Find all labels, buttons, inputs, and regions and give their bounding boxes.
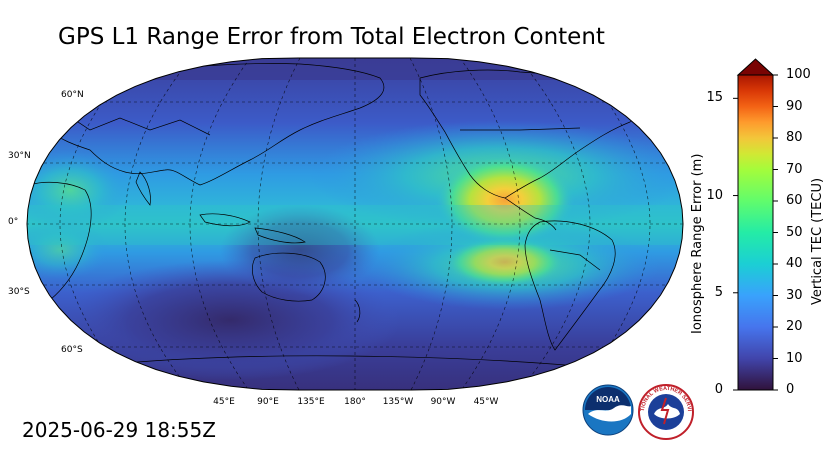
lat-label-60n: 60°N (61, 90, 84, 100)
range-error-axis-label: Ionosphere Range Error (m) (690, 153, 705, 334)
noaa-logo-text: NOAA (596, 395, 620, 404)
noaa-logo: NOAA (582, 384, 634, 436)
lon-label-45e: 45°E (213, 397, 235, 407)
globe-outline (26, 57, 684, 391)
tec-tick-label: 10 (786, 350, 803, 366)
lon-label-180: 180° (344, 397, 366, 407)
tec-field (27, 58, 683, 390)
tec-tick-label: 50 (786, 224, 803, 240)
tec-tick-label: 30 (786, 287, 803, 303)
lat-label-equator: 0° (8, 217, 19, 227)
lat-label-30n: 30°N (8, 151, 31, 161)
colorbar-extend-arrow (736, 58, 775, 76)
lon-label-90w: 90°W (430, 397, 456, 407)
graticule (27, 58, 683, 390)
range-error-tick-label: 5 (714, 284, 723, 300)
lat-label-30s: 30°S (8, 287, 30, 297)
timestamp: 2025-06-29 18:55Z (22, 418, 216, 442)
lon-label-135e: 135°E (297, 397, 325, 407)
tec-tick-label: 60 (786, 193, 803, 208)
range-error-tick-label: 10 (706, 187, 723, 203)
lon-label-90e: 90°E (257, 397, 279, 407)
tec-axis-label: Vertical TEC (TECU) (810, 177, 825, 305)
lon-label-45w: 45°W (473, 397, 499, 407)
lon-label-135w: 135°W (382, 397, 414, 407)
colorbar-gradient (737, 74, 774, 391)
page-title: GPS L1 Range Error from Total Electron C… (58, 24, 605, 50)
tec-tick-label: 40 (786, 256, 803, 271)
tec-tick-label: 80 (786, 130, 803, 145)
range-error-tick-label: 0 (714, 382, 723, 397)
tec-tick-label: 90 (786, 98, 803, 114)
range-error-tick-label: 15 (706, 90, 723, 106)
tec-tick-label: 0 (786, 382, 795, 397)
colorbar (733, 58, 778, 391)
lat-label-60s: 60°S (61, 345, 83, 355)
tec-tick-label: 70 (786, 161, 803, 177)
tec-tick-label: 100 (786, 67, 811, 82)
nws-logo: NATIONAL WEATHER SERVICE (638, 384, 694, 440)
tec-tick-label: 20 (786, 319, 803, 334)
